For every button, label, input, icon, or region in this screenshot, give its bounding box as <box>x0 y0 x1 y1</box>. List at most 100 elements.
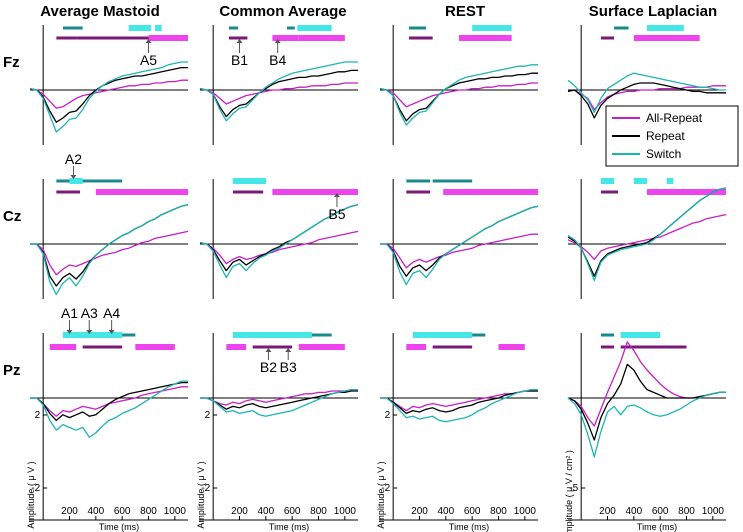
col-title-rest: REST <box>445 3 485 20</box>
significance-bar <box>76 36 149 40</box>
annotation-label: A5 <box>140 52 157 68</box>
trace-switch <box>567 391 726 458</box>
significance-bar <box>95 189 188 195</box>
x-tick-label: 400 <box>437 506 454 517</box>
y-tick-label: 2 <box>205 410 211 421</box>
x-tick-label: 800 <box>678 506 695 517</box>
annotation-arrowhead <box>108 330 115 334</box>
annotation-arrowhead <box>265 348 272 352</box>
trace-all-repeat <box>30 386 188 417</box>
significance-bar <box>232 178 266 184</box>
trace-repeat <box>380 205 539 277</box>
x-tick-label: 600 <box>114 506 131 517</box>
trace-switch <box>30 380 188 438</box>
trace-all-repeat <box>29 79 188 109</box>
trace-all-repeat <box>567 213 727 261</box>
annotations: A5 B1 B4 A2 B5 A1 A3 A4 B2 B3 <box>61 39 346 375</box>
significance-bar <box>69 178 83 184</box>
significance-bar <box>298 344 345 350</box>
x-tick-label: 400 <box>87 506 104 517</box>
trace-switch <box>200 388 358 417</box>
x-tick-label: 400 <box>257 506 274 517</box>
trace-all-repeat <box>379 82 538 108</box>
y-tick-label: -2 <box>31 483 40 494</box>
significance-bar <box>600 345 615 349</box>
x-tick-label: 200 <box>411 506 428 517</box>
significance-bar <box>62 26 83 30</box>
trace-switch <box>199 204 359 279</box>
x-tick-label: 200 <box>231 506 248 517</box>
significance-bar <box>614 26 629 30</box>
significance-bar <box>408 26 427 30</box>
trace-all-repeat <box>199 82 358 105</box>
erp-traces <box>29 61 727 458</box>
y-tick-label: 2 <box>385 410 391 421</box>
significance-bar <box>298 35 345 41</box>
x-axis-label: Time (ms) <box>449 522 489 532</box>
significance-bar <box>666 178 674 184</box>
y-tick-label: 2 <box>35 410 41 421</box>
x-tick-label: 800 <box>490 506 507 517</box>
annotation-arrowhead <box>274 39 281 43</box>
y-tick-label: -2 <box>381 483 390 494</box>
legend-label-switch: Switch <box>646 147 681 161</box>
significance-bar <box>49 344 77 350</box>
significance-bar <box>252 345 293 349</box>
row-label-pz: Pz <box>3 362 21 379</box>
trace-all-repeat <box>567 341 726 427</box>
significance-bar <box>600 190 619 194</box>
significance-bar <box>620 332 661 338</box>
trace-repeat <box>567 187 727 277</box>
significance-bar <box>272 35 299 41</box>
trace-repeat <box>380 390 538 415</box>
significance-bar <box>228 36 248 40</box>
annotation-arrowhead <box>70 175 77 179</box>
significance-bar <box>459 35 512 41</box>
trace-all-repeat <box>30 230 189 276</box>
row-label-fz: Fz <box>3 54 20 71</box>
x-tick-label: 1000 <box>702 506 725 517</box>
significance-bar <box>600 36 615 40</box>
trace-repeat <box>29 66 188 123</box>
trace-repeat <box>199 69 358 118</box>
y-tick-label: -2 <box>201 483 210 494</box>
x-tick-label: 800 <box>310 506 327 517</box>
significance-bar <box>498 344 525 350</box>
trace-repeat <box>567 82 726 119</box>
significance-bar <box>472 333 486 337</box>
col-title-average-mastoid: Average Mastoid <box>40 3 159 20</box>
significance-bar <box>56 190 81 194</box>
significance-bar <box>647 25 684 31</box>
annotation-label: A2 <box>65 151 82 167</box>
trace-repeat <box>379 72 538 122</box>
x-tick-label: 1000 <box>514 506 537 517</box>
trace-switch <box>380 205 539 286</box>
significance-bar <box>82 179 123 183</box>
annotation-arrowhead <box>236 39 243 43</box>
x-axis-label: Time (ms) <box>99 522 139 532</box>
significance-bar <box>412 332 473 338</box>
significance-bar <box>56 179 70 183</box>
annotation-label: A3 <box>81 305 98 321</box>
significance-bar <box>122 333 136 337</box>
legend-label-all-repeat: All-Repeat <box>646 111 703 125</box>
y-axis-label: Amplitude ( μ V ) <box>376 461 386 528</box>
col-title-common-average: Common Average <box>219 3 346 20</box>
x-axis-label: Time (ms) <box>269 522 309 532</box>
trace-switch <box>29 61 188 133</box>
trace-switch <box>567 72 726 114</box>
significance-bar <box>232 190 264 194</box>
significance-bar <box>272 189 358 195</box>
x-tick-label: 600 <box>284 506 301 517</box>
significance-bar <box>62 332 123 338</box>
annotation-label: A1 <box>61 305 78 321</box>
legend-label-repeat: Repeat <box>646 129 685 143</box>
significance-bar <box>620 345 687 349</box>
trace-repeat <box>567 363 726 441</box>
significance-bar <box>633 178 647 184</box>
x-tick-label: 600 <box>464 506 481 517</box>
annotation-arrowhead <box>145 39 152 43</box>
x-tick-label: 600 <box>652 506 669 517</box>
significance-bar <box>600 333 615 337</box>
